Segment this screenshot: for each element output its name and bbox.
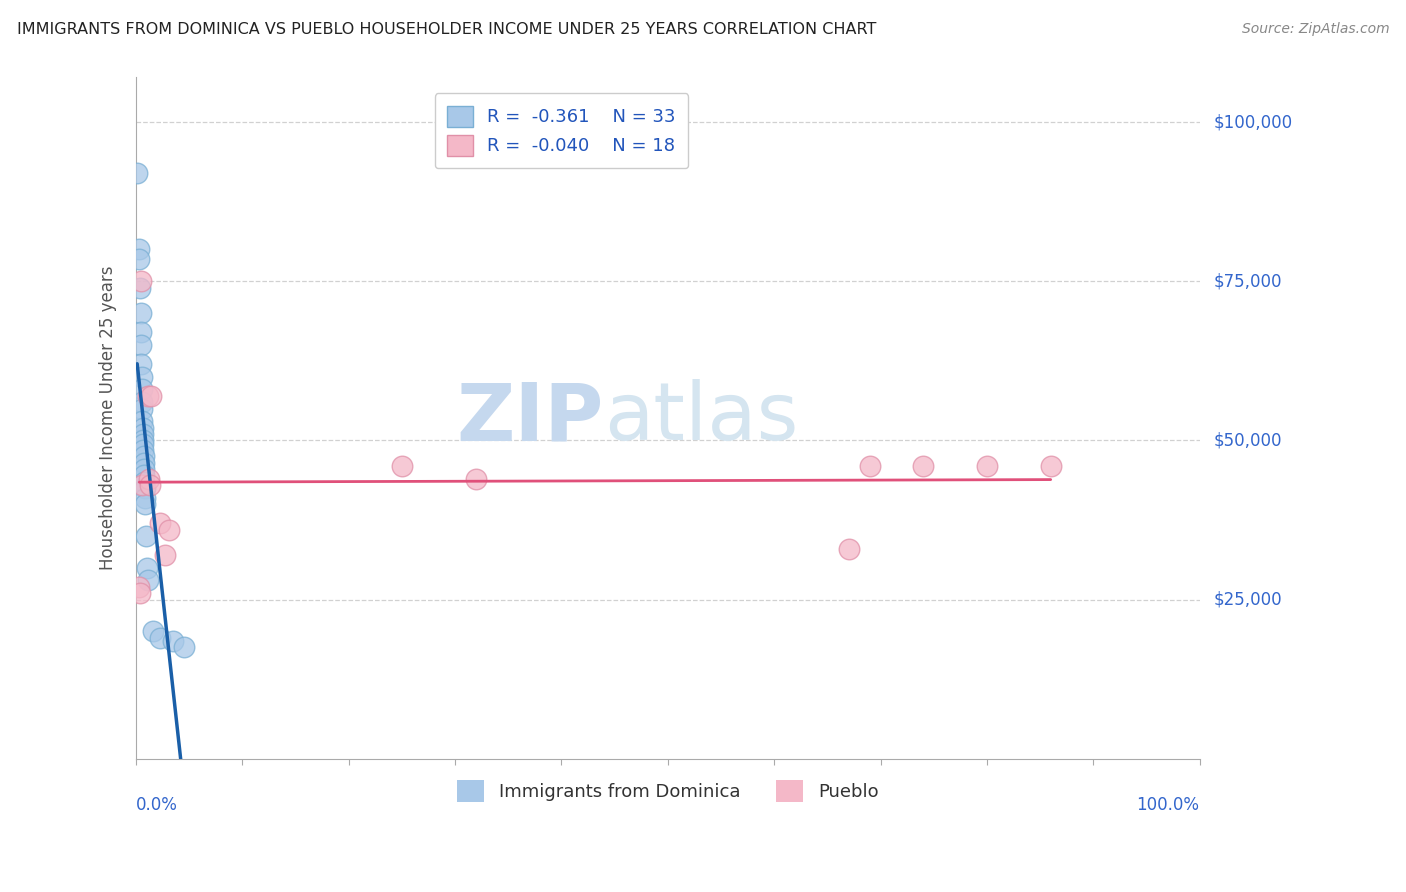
Point xyxy=(128,252,150,266)
Text: $75,000: $75,000 xyxy=(1213,272,1282,290)
Point xyxy=(859,458,882,473)
Text: $50,000: $50,000 xyxy=(1213,432,1282,450)
Point xyxy=(131,395,153,409)
Point xyxy=(134,475,156,489)
Point xyxy=(131,478,153,492)
Text: 100.0%: 100.0% xyxy=(1136,797,1199,814)
Point xyxy=(153,548,176,562)
Point xyxy=(465,472,488,486)
Point xyxy=(129,306,152,320)
Point xyxy=(129,325,152,339)
Point xyxy=(134,468,156,483)
Y-axis label: Householder Income Under 25 years: Householder Income Under 25 years xyxy=(100,266,117,570)
Point xyxy=(976,458,998,473)
Point xyxy=(128,586,150,600)
Point xyxy=(136,389,159,403)
Point xyxy=(136,574,159,588)
Point xyxy=(139,389,162,403)
Point xyxy=(131,420,153,434)
Text: IMMIGRANTS FROM DOMINICA VS PUEBLO HOUSEHOLDER INCOME UNDER 25 YEARS CORRELATION: IMMIGRANTS FROM DOMINICA VS PUEBLO HOUSE… xyxy=(17,22,876,37)
Text: 0.0%: 0.0% xyxy=(136,797,179,814)
Point xyxy=(127,166,149,180)
Point xyxy=(132,442,155,457)
Text: Source: ZipAtlas.com: Source: ZipAtlas.com xyxy=(1241,22,1389,37)
Point xyxy=(391,458,413,473)
Point xyxy=(132,456,155,470)
Point xyxy=(131,383,153,397)
Text: atlas: atlas xyxy=(605,379,799,457)
Point xyxy=(131,369,153,384)
Point xyxy=(142,624,165,639)
Point xyxy=(134,481,156,495)
Point xyxy=(148,631,170,645)
Point xyxy=(173,640,195,655)
Point xyxy=(162,634,184,648)
Point xyxy=(128,243,150,257)
Point xyxy=(134,497,156,511)
Point xyxy=(912,458,935,473)
Text: $100,000: $100,000 xyxy=(1213,113,1292,131)
Point xyxy=(838,541,860,556)
Point xyxy=(132,436,155,450)
Point xyxy=(132,427,155,442)
Point xyxy=(148,516,170,531)
Point xyxy=(157,523,180,537)
Point xyxy=(132,450,155,464)
Point xyxy=(139,478,162,492)
Point xyxy=(131,414,153,428)
Point xyxy=(131,401,153,416)
Point xyxy=(131,357,153,371)
Point xyxy=(1039,458,1062,473)
Text: $25,000: $25,000 xyxy=(1213,591,1282,608)
Point xyxy=(132,434,155,448)
Point xyxy=(134,491,156,505)
Point xyxy=(128,580,150,594)
Point xyxy=(129,274,152,288)
Legend: Immigrants from Dominica, Pueblo: Immigrants from Dominica, Pueblo xyxy=(449,771,887,811)
Point xyxy=(138,472,160,486)
Point xyxy=(135,529,157,543)
Point xyxy=(128,280,150,294)
Point xyxy=(136,560,159,574)
Point xyxy=(132,462,155,476)
Text: ZIP: ZIP xyxy=(457,379,605,457)
Point xyxy=(129,338,152,352)
